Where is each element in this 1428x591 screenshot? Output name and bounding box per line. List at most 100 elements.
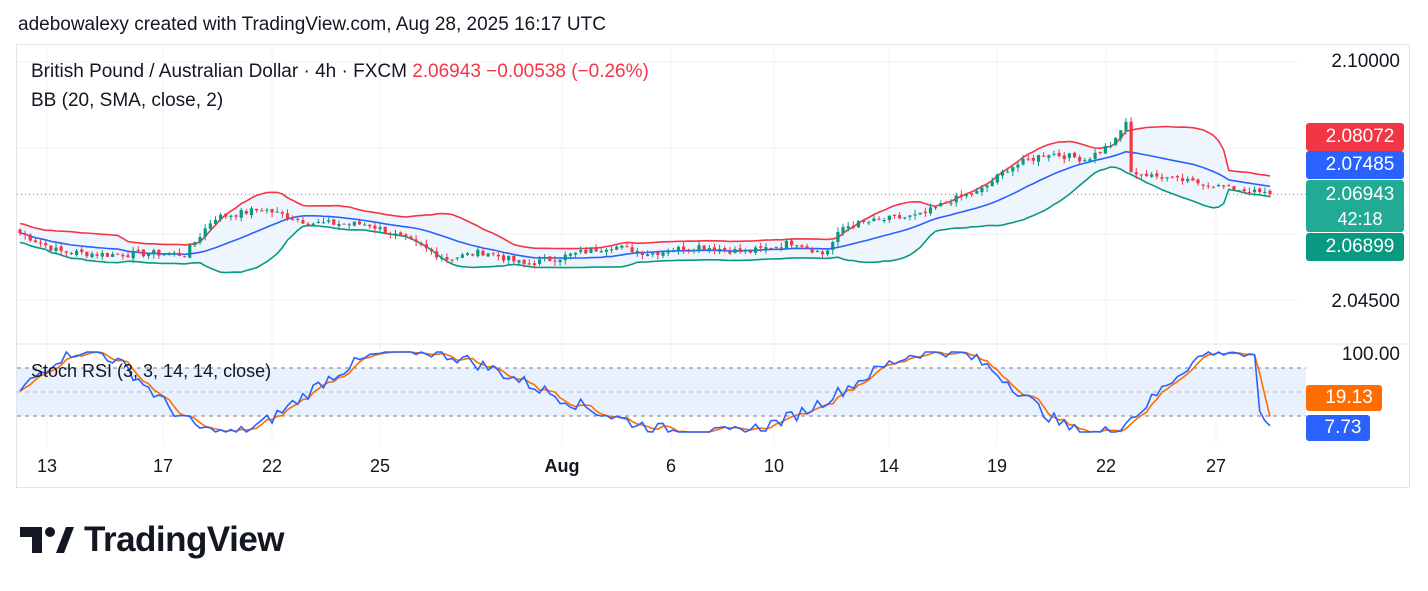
bar-countdown: 42:18 bbox=[1337, 209, 1383, 229]
candle-body bbox=[918, 212, 922, 215]
last-price-tag: 2.06943 42:18 bbox=[1306, 180, 1404, 232]
candle-body bbox=[522, 259, 526, 264]
last-price-tag-value: 2.06943 bbox=[1325, 184, 1395, 205]
candle-body bbox=[95, 254, 99, 256]
candle-body bbox=[707, 248, 711, 251]
candle-body bbox=[1072, 152, 1077, 158]
candle-body bbox=[198, 237, 202, 243]
candle-body bbox=[476, 249, 480, 257]
candle-body bbox=[872, 218, 876, 222]
candle-body bbox=[923, 211, 927, 214]
candle-body bbox=[908, 215, 912, 217]
candle-body bbox=[157, 249, 161, 256]
candle-body bbox=[1011, 167, 1015, 172]
candle-body bbox=[203, 228, 207, 237]
candle-body bbox=[676, 246, 681, 251]
candle-body bbox=[959, 194, 963, 197]
stoch-k-line bbox=[19, 350, 1271, 434]
candle-body bbox=[316, 221, 320, 223]
candle-body bbox=[934, 207, 938, 209]
candle-body bbox=[213, 219, 218, 224]
candle-body bbox=[177, 252, 182, 256]
time-axis-tick: 19 bbox=[986, 456, 1008, 476]
candle-body bbox=[661, 252, 665, 256]
candle-body bbox=[1067, 153, 1071, 158]
candle-body bbox=[1222, 185, 1226, 187]
candle-body bbox=[743, 250, 747, 252]
candle-body bbox=[429, 249, 434, 252]
candle-body bbox=[1196, 179, 1200, 184]
candle-body bbox=[687, 249, 691, 251]
candle-body bbox=[1036, 155, 1041, 162]
candle-body bbox=[573, 252, 578, 255]
candle-body bbox=[414, 239, 418, 242]
candle-body bbox=[1232, 186, 1236, 190]
candle-body bbox=[501, 255, 506, 261]
candle-body bbox=[28, 234, 32, 241]
candle-body bbox=[985, 185, 989, 188]
candle-body bbox=[697, 245, 701, 251]
candle-body bbox=[378, 227, 382, 230]
candle-body bbox=[167, 253, 171, 256]
candle-body bbox=[620, 245, 624, 248]
time-axis-tick: 22 bbox=[261, 456, 283, 476]
stoch-axis-label: 100.00 bbox=[1341, 344, 1400, 365]
candle-body bbox=[774, 246, 778, 248]
candle-body bbox=[327, 220, 331, 222]
candle-body bbox=[172, 252, 176, 255]
symbol-title: British Pound / Australian Dollar · 4h ·… bbox=[31, 61, 407, 82]
candle-body bbox=[1155, 173, 1159, 177]
candle-body bbox=[887, 215, 891, 220]
candle-body bbox=[1119, 130, 1123, 139]
chart-frame[interactable] bbox=[16, 44, 1410, 488]
bb-lower-line bbox=[19, 166, 1271, 274]
price-change: −0.00538 (−0.26%) bbox=[486, 61, 649, 82]
candle-body bbox=[1057, 152, 1061, 157]
symbol-legend: British Pound / Australian Dollar · 4h ·… bbox=[31, 61, 649, 83]
price-axis-label-bottom: 2.04500 bbox=[1331, 291, 1400, 312]
candle-body bbox=[1052, 153, 1056, 155]
candle-body bbox=[867, 222, 871, 224]
candle-body bbox=[543, 257, 547, 259]
stoch-d-tag: 19.13 bbox=[1306, 385, 1382, 411]
candle-body bbox=[759, 246, 763, 248]
candle-body bbox=[507, 256, 511, 261]
candle-body bbox=[321, 222, 326, 224]
candle-body bbox=[718, 248, 722, 252]
candle-body bbox=[357, 221, 362, 225]
candle-body bbox=[584, 250, 588, 254]
candle-body bbox=[728, 250, 732, 254]
candle-body bbox=[1180, 178, 1185, 182]
candle-body bbox=[980, 187, 984, 193]
candle-body bbox=[712, 247, 717, 251]
candle-body bbox=[188, 244, 192, 258]
candle-body bbox=[131, 250, 135, 259]
candle-body bbox=[1237, 190, 1241, 192]
candle-body bbox=[280, 212, 284, 214]
candle-body bbox=[239, 209, 243, 218]
candle-body bbox=[440, 257, 444, 259]
candle-body bbox=[404, 234, 408, 237]
candle-body bbox=[1062, 155, 1066, 160]
candle-body bbox=[100, 253, 104, 257]
candle-body bbox=[964, 194, 969, 197]
candle-body bbox=[363, 224, 367, 226]
candle-body bbox=[882, 220, 886, 222]
candle-body bbox=[846, 226, 850, 229]
candle-body bbox=[1093, 152, 1097, 159]
candle-body bbox=[1031, 157, 1035, 161]
time-axis-tick: Aug bbox=[544, 456, 580, 476]
candle-body bbox=[249, 208, 254, 216]
candle-body bbox=[1006, 171, 1010, 173]
candle-body bbox=[944, 202, 948, 204]
stoch-rsi-pane bbox=[17, 350, 1306, 434]
candle-body bbox=[563, 254, 567, 261]
candle-body bbox=[141, 249, 146, 257]
bb-basis-tag: 2.07485 bbox=[1306, 151, 1404, 179]
candle-body bbox=[784, 240, 789, 249]
candle-body bbox=[1206, 185, 1210, 187]
candle-body bbox=[1129, 121, 1133, 173]
candle-body bbox=[651, 252, 655, 255]
candle-body bbox=[460, 254, 464, 258]
